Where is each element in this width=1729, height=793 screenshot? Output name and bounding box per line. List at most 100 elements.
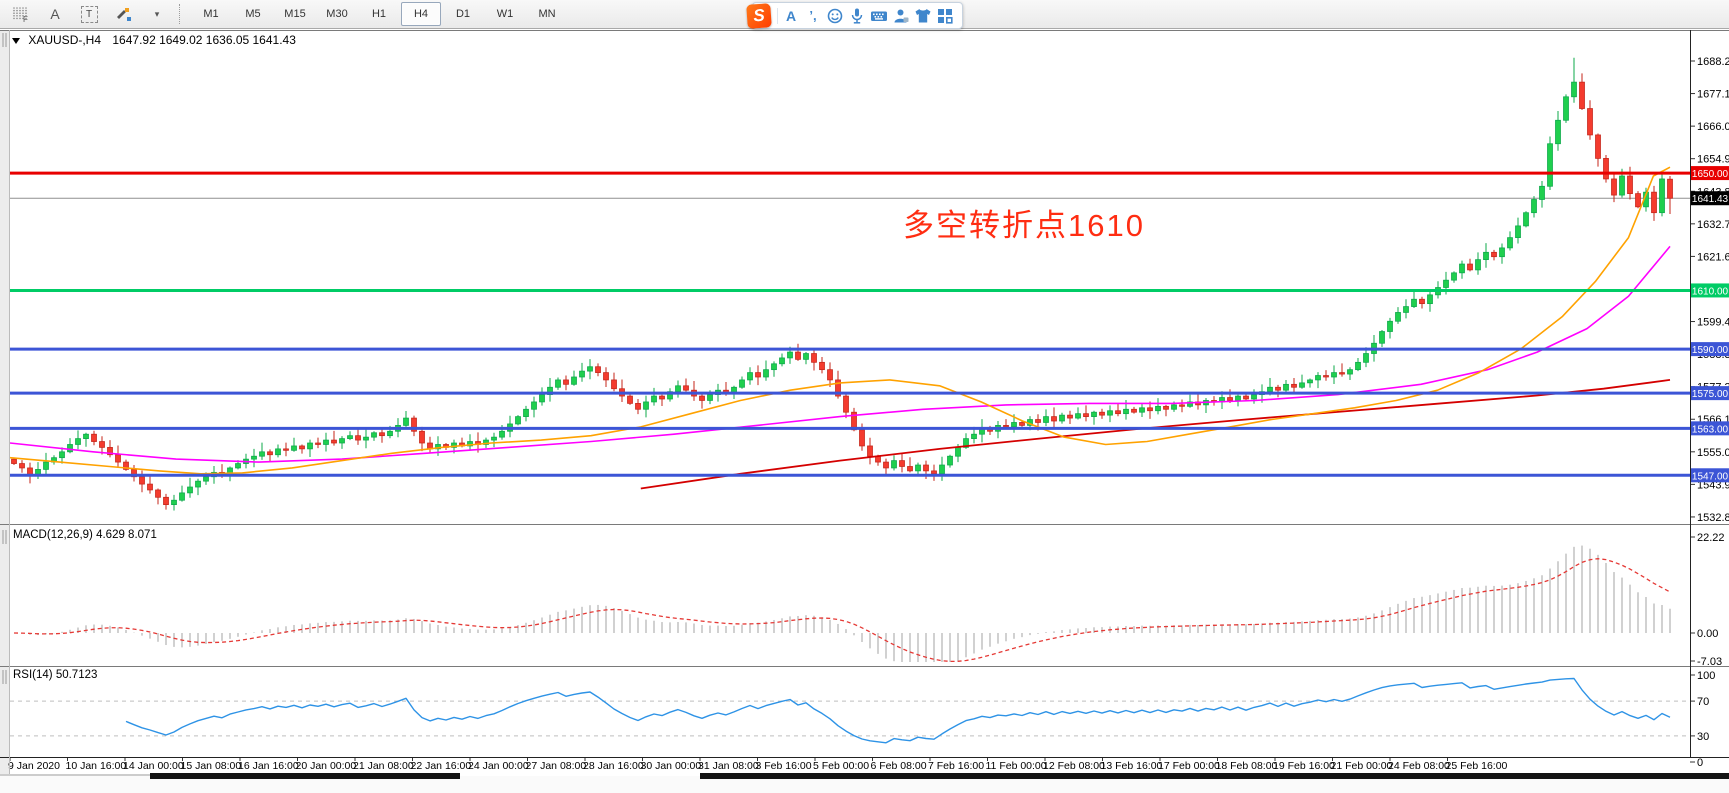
ime-skin-icon[interactable]: [912, 5, 934, 27]
timeframe-m1-button[interactable]: M1: [203, 8, 219, 20]
svg-text:1632.70: 1632.70: [1697, 219, 1729, 231]
time-label: 9 Jan 2020: [8, 760, 60, 772]
ime-keyboard-icon[interactable]: [868, 5, 890, 27]
ime-punctuation-icon[interactable]: ’,: [809, 8, 817, 23]
bottom-strip-left: [150, 773, 460, 779]
chart-title: XAUUSD-,H4 1647.92 1649.02 1636.05 1641.…: [12, 33, 296, 47]
time-label: 21 Feb 00:00: [1331, 760, 1393, 772]
timeframe-d1-button[interactable]: D1: [455, 8, 471, 20]
time-label: 17 Feb 00:00: [1158, 760, 1220, 772]
ime-account-icon[interactable]: [890, 5, 912, 27]
svg-text:1641.43: 1641.43: [1692, 194, 1729, 205]
bottom-strip-light: [0, 774, 150, 776]
svg-text:1621.60: 1621.60: [1697, 251, 1729, 263]
time-label: 14 Jan 00:00: [123, 760, 184, 772]
main-price-pane[interactable]: [9, 57, 1690, 511]
time-label: 5 Feb 00:00: [813, 760, 869, 772]
recolor-caret-icon: ▾: [154, 8, 160, 19]
time-label: 21 Jan 08:00: [353, 760, 414, 772]
svg-text:-7.03: -7.03: [1697, 656, 1722, 668]
text-label-tool-button[interactable]: T: [73, 2, 105, 26]
svg-text:1599.40: 1599.40: [1697, 317, 1729, 329]
time-label: 31 Jan 08:00: [698, 760, 759, 772]
time-label: 19 Feb 16:00: [1273, 760, 1335, 772]
svg-text:1532.80: 1532.80: [1697, 512, 1729, 524]
time-label: 18 Feb 08:00: [1216, 760, 1278, 772]
rsi-pane[interactable]: [10, 677, 1690, 744]
svg-text:1688.20: 1688.20: [1697, 56, 1729, 68]
timeframe-m30-button[interactable]: M30: [326, 8, 348, 20]
text-label-icon: T: [80, 5, 98, 23]
svg-text:1650.00: 1650.00: [1692, 169, 1729, 180]
font-a-icon: A: [50, 6, 60, 22]
grid-f-icon: F: [13, 7, 28, 23]
time-label: 10 Jan 16:00: [66, 760, 127, 772]
ime-letter-a-icon[interactable]: A: [785, 7, 797, 24]
top-toolbar: F A T ▾ M1 M5 M15 M30 H1 H4 D1 W1 MN S A’,: [0, 0, 1729, 29]
timeframe-m5-button[interactable]: M5: [245, 8, 261, 20]
price-badge-1650.00: 1650.00: [1691, 166, 1729, 181]
time-label: 24 Feb 08:00: [1388, 760, 1450, 772]
macd-pane[interactable]: [13, 545, 1671, 663]
svg-text:1590.00: 1590.00: [1692, 345, 1729, 356]
macd-signal-line: [13, 558, 1671, 663]
time-label: 22 Jan 16:00: [411, 760, 472, 772]
ime-separator: [777, 7, 778, 24]
svg-text:F: F: [23, 15, 28, 23]
price-badge-1575.00: 1575.00: [1691, 386, 1729, 401]
time-label: 30 Jan 00:00: [641, 760, 702, 772]
svg-text:1575.00: 1575.00: [1692, 389, 1729, 400]
recolor-caret-tool-button[interactable]: ▾: [141, 2, 173, 26]
price-badge-1590.00: 1590.00: [1691, 342, 1729, 357]
time-label: 7 Feb 16:00: [928, 760, 984, 772]
time-label: 3 Feb 16:00: [756, 760, 812, 772]
time-label: 27 Jan 08:00: [526, 760, 587, 772]
recolor-icon: [117, 8, 131, 21]
current-price-badge: 1641.43: [1691, 191, 1729, 206]
timeframe-mn-button[interactable]: MN: [538, 8, 556, 20]
svg-text:1555.00: 1555.00: [1697, 447, 1729, 459]
ime-toolbox-icon[interactable]: [934, 5, 956, 27]
time-label: 16 Jan 16:00: [238, 760, 299, 772]
time-label: 11 Feb 00:00: [986, 760, 1047, 772]
ma-mid-magenta-line[interactable]: [9, 245, 1671, 463]
bottom-strip-right: [700, 773, 1729, 779]
price-axis[interactable]: 1688.201677.101666.001654.901643.801632.…: [1690, 56, 1729, 769]
grid-f-tool-button[interactable]: F: [5, 2, 37, 26]
price-badge-1547.00: 1547.00: [1691, 468, 1729, 483]
timeframe-h1-button[interactable]: H1: [371, 8, 387, 20]
time-label: 12 Feb 08:00: [1043, 760, 1105, 772]
time-label: 24 Jan 00:00: [468, 760, 529, 772]
ime-emoji-icon[interactable]: [824, 5, 846, 27]
timeframe-m15-button[interactable]: M15: [284, 8, 306, 20]
timeframe-w1-button[interactable]: W1: [496, 8, 514, 20]
ime-microphone-icon[interactable]: [846, 5, 868, 27]
font-a-tool-button[interactable]: A: [39, 2, 71, 26]
chart-annotation-text[interactable]: 多空转折点1610: [903, 208, 1145, 243]
svg-text:100: 100: [1697, 670, 1715, 682]
ma-fast-orange-line[interactable]: [9, 166, 1671, 475]
recolor-tool-button[interactable]: [107, 2, 139, 26]
timeframe-h4-button[interactable]: H4: [401, 2, 441, 26]
macd-indicator-label: MACD(12,26,9) 4.629 8.071: [13, 529, 157, 541]
toolbar-separator: [179, 4, 185, 24]
rsi-indicator-label: RSI(14) 50.7123: [13, 669, 98, 681]
price-badge-1610.00: 1610.00: [1691, 283, 1729, 298]
macd-histogram: [21, 545, 1671, 662]
svg-text:22.22: 22.22: [1697, 532, 1725, 544]
svg-text:1666.00: 1666.00: [1697, 121, 1729, 133]
time-label: 25 Feb 16:00: [1446, 760, 1508, 772]
time-label: 28 Jan 16:00: [583, 760, 644, 772]
rsi-line: [125, 677, 1671, 744]
svg-text:1610.00: 1610.00: [1692, 286, 1729, 297]
svg-text:0.00: 0.00: [1697, 628, 1718, 640]
time-label: 15 Jan 08:00: [181, 760, 242, 772]
ime-sogou-logo-icon[interactable]: S: [746, 2, 772, 29]
time-label: 6 Feb 08:00: [871, 760, 927, 772]
timeframe-toolbar: M1 M5 M15 M30 H1 H4 D1 W1 MN: [190, 2, 568, 26]
svg-text:0: 0: [1697, 757, 1703, 769]
chart-dropdown-icon[interactable]: [12, 38, 20, 44]
svg-text:70: 70: [1697, 696, 1709, 708]
